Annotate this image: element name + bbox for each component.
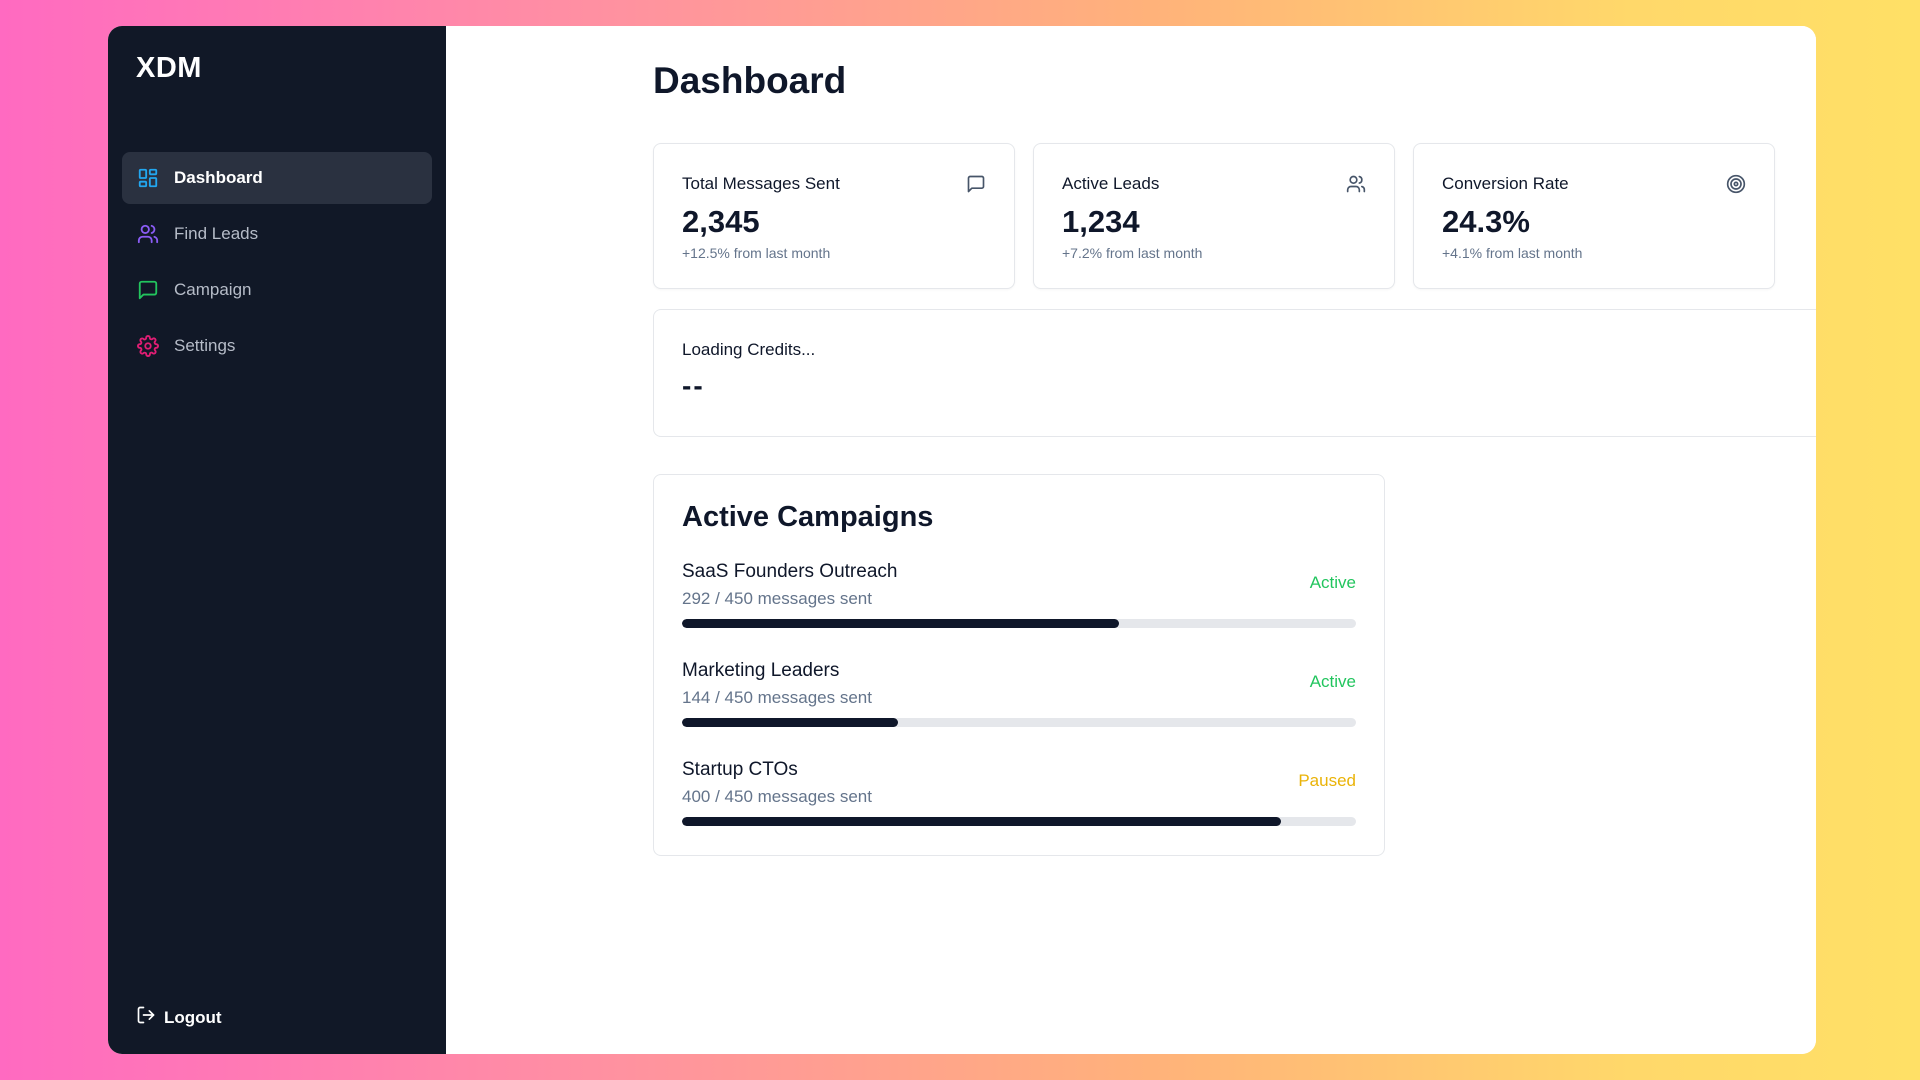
sidebar-item-label: Dashboard (174, 168, 263, 187)
credits-title: Loading Credits... (682, 340, 816, 359)
logout-button[interactable]: Logout (136, 1005, 222, 1030)
stat-value: 1,234 (1062, 204, 1140, 239)
campaign-progress-bar (682, 619, 1356, 628)
campaign-name: Startup CTOs (682, 759, 798, 780)
main-content: Dashboard Total Messages Sent 2,345 +12.… (446, 26, 1816, 1054)
stat-title: Active Leads (1062, 174, 1160, 193)
sidebar-item-label: Settings (174, 336, 236, 355)
stat-delta: +4.1% from last month (1442, 245, 1583, 261)
campaign-item[interactable]: SaaS Founders Outreach 292 / 450 message… (682, 561, 1356, 635)
campaign-status: Paused (1298, 771, 1356, 790)
message-square-icon (136, 278, 160, 302)
campaign-progress-text: 144 / 450 messages sent (682, 688, 872, 707)
campaign-status: Active (1309, 672, 1356, 691)
gear-icon (136, 334, 160, 358)
stat-card-messages: Total Messages Sent 2,345 +12.5% from la… (653, 143, 1015, 289)
message-square-icon (966, 174, 986, 194)
app-window: XDM Dashboard Find Leads (108, 26, 1816, 1054)
active-campaigns-card: Active Campaigns SaaS Founders Outreach … (653, 474, 1385, 856)
campaign-progress-fill (682, 619, 1120, 628)
campaign-name: SaaS Founders Outreach (682, 561, 898, 582)
stat-title: Total Messages Sent (682, 174, 840, 193)
campaign-progress-fill (682, 718, 898, 727)
stat-delta: +12.5% from last month (682, 245, 831, 261)
app-logo: XDM (136, 52, 202, 84)
campaign-item[interactable]: Startup CTOs 400 / 450 messages sent Pau… (682, 759, 1356, 833)
stat-title: Conversion Rate (1442, 174, 1569, 193)
campaign-name: Marketing Leaders (682, 660, 840, 681)
campaign-progress-text: 400 / 450 messages sent (682, 787, 872, 806)
stat-value: 24.3% (1442, 204, 1530, 239)
campaign-progress-fill (682, 817, 1282, 826)
page-title: Dashboard (653, 60, 847, 101)
campaign-progress-text: 292 / 450 messages sent (682, 589, 872, 608)
campaigns-heading: Active Campaigns (682, 501, 934, 533)
dashboard-grid-icon (136, 166, 160, 190)
credits-value: -- (682, 370, 705, 401)
sidebar-item-dashboard[interactable]: Dashboard (122, 152, 432, 204)
stat-card-leads: Active Leads 1,234 +7.2% from last month (1033, 143, 1395, 289)
users-icon (136, 222, 160, 246)
sidebar-item-find-leads[interactable]: Find Leads (122, 208, 432, 260)
target-icon (1726, 174, 1746, 194)
sidebar-item-settings[interactable]: Settings (122, 320, 432, 372)
credits-card: Loading Credits... -- (653, 309, 1816, 437)
logout-label: Logout (164, 1007, 222, 1027)
users-icon (1346, 174, 1366, 194)
logout-icon (136, 1005, 156, 1030)
sidebar-item-campaign[interactable]: Campaign (122, 264, 432, 316)
sidebar: XDM Dashboard Find Leads (108, 26, 446, 1054)
campaign-status: Active (1309, 573, 1356, 592)
sidebar-item-label: Find Leads (174, 224, 259, 243)
stat-value: 2,345 (682, 204, 760, 239)
campaign-item[interactable]: Marketing Leaders 144 / 450 messages sen… (682, 660, 1356, 734)
sidebar-item-label: Campaign (174, 280, 252, 299)
stat-card-conversion: Conversion Rate 24.3% +4.1% from last mo… (1413, 143, 1775, 289)
sidebar-nav: Dashboard Find Leads Campaign (122, 152, 432, 376)
campaign-progress-bar (682, 817, 1356, 826)
campaign-progress-bar (682, 718, 1356, 727)
stat-delta: +7.2% from last month (1062, 245, 1203, 261)
